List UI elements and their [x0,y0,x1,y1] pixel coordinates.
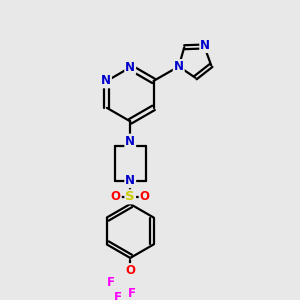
Text: N: N [200,39,210,52]
Text: N: N [101,74,111,87]
Text: N: N [125,174,135,187]
Text: F: F [114,291,122,300]
Text: F: F [107,276,116,289]
Text: N: N [125,135,135,148]
Text: F: F [128,287,136,300]
Text: O: O [140,190,150,203]
Text: S: S [125,190,135,203]
Text: O: O [111,190,121,203]
Text: O: O [125,264,135,277]
Text: N: N [174,60,184,73]
Text: N: N [125,61,135,74]
